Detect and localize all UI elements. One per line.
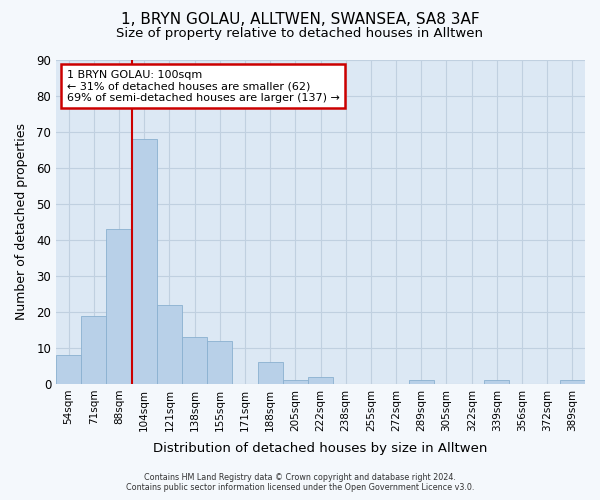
Bar xyxy=(81,316,106,384)
Bar xyxy=(308,376,333,384)
Text: Size of property relative to detached houses in Alltwen: Size of property relative to detached ho… xyxy=(116,28,484,40)
Bar xyxy=(484,380,509,384)
Bar xyxy=(207,340,232,384)
X-axis label: Distribution of detached houses by size in Alltwen: Distribution of detached houses by size … xyxy=(154,442,488,455)
Bar xyxy=(106,229,131,384)
Bar xyxy=(409,380,434,384)
Text: 1, BRYN GOLAU, ALLTWEN, SWANSEA, SA8 3AF: 1, BRYN GOLAU, ALLTWEN, SWANSEA, SA8 3AF xyxy=(121,12,479,28)
Bar xyxy=(157,304,182,384)
Bar xyxy=(56,355,81,384)
Bar xyxy=(257,362,283,384)
Y-axis label: Number of detached properties: Number of detached properties xyxy=(15,124,28,320)
Bar xyxy=(182,337,207,384)
Bar xyxy=(131,139,157,384)
Bar xyxy=(283,380,308,384)
Text: Contains HM Land Registry data © Crown copyright and database right 2024.
Contai: Contains HM Land Registry data © Crown c… xyxy=(126,473,474,492)
Text: 1 BRYN GOLAU: 100sqm
← 31% of detached houses are smaller (62)
69% of semi-detac: 1 BRYN GOLAU: 100sqm ← 31% of detached h… xyxy=(67,70,340,103)
Bar xyxy=(560,380,585,384)
